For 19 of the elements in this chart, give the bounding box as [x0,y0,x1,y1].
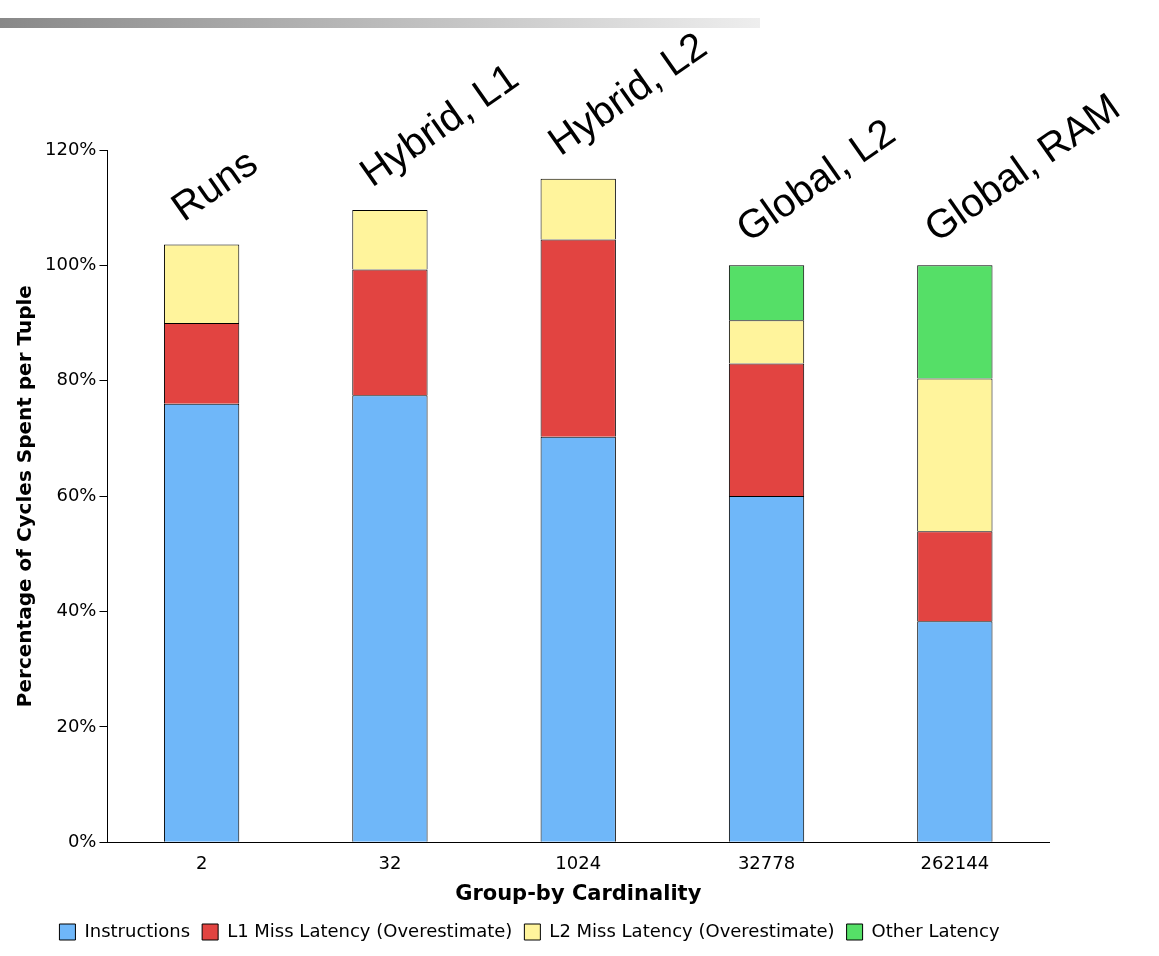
legend-label: L2 Miss Latency (Overestimate) [549,919,835,941]
legend-label: L1 Miss Latency (Overestimate) [227,919,513,941]
x-tick-label: 1024 [555,851,602,873]
x-tick-label: 262144 [920,851,990,873]
x-tick-label: 32778 [737,851,796,873]
x-tick-label: 2 [195,851,208,873]
x-tick-label: 32 [378,851,402,873]
annotation: Runs [162,139,265,230]
y-axis-title: Percentage of Cycles Spent per Tuple [12,285,37,708]
y-tick-label: 0% [67,829,97,851]
y-tick-label: 40% [56,599,97,621]
legend-label: Instructions [84,919,191,941]
legend-label: Other Latency [871,919,1000,941]
y-tick-label: 80% [56,368,97,390]
y-tick-label: 20% [56,714,97,736]
y-tick-label: 100% [44,253,97,275]
y-tick-label: 60% [56,483,97,505]
y-tick-label: 120% [44,137,97,159]
x-axis-title: Group-by Cardinality [455,880,702,905]
